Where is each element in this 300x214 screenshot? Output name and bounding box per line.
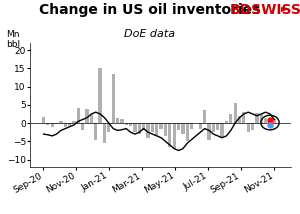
Bar	[247, 123, 250, 132]
Bar	[138, 123, 141, 134]
Text: ►: ►	[280, 3, 288, 13]
Bar	[42, 117, 45, 123]
Bar	[251, 123, 254, 130]
Bar	[212, 123, 215, 132]
Bar	[238, 116, 241, 123]
Bar	[168, 123, 171, 147]
Bar	[94, 123, 98, 140]
Bar	[116, 118, 119, 123]
Bar	[233, 103, 237, 123]
Text: bbl: bbl	[7, 40, 21, 49]
Bar	[172, 123, 176, 149]
Text: Change in US oil inventories: Change in US oil inventories	[39, 3, 260, 17]
Bar	[98, 68, 102, 123]
Bar	[229, 114, 233, 123]
Bar	[151, 123, 154, 132]
Bar	[107, 123, 110, 132]
Bar	[181, 123, 184, 134]
Bar	[177, 123, 180, 130]
Bar	[142, 123, 145, 130]
Bar	[55, 123, 58, 124]
Text: Mn: Mn	[7, 30, 20, 39]
Bar	[85, 109, 89, 123]
Bar	[160, 123, 163, 129]
Bar	[225, 121, 228, 123]
Bar	[216, 123, 219, 130]
Bar	[190, 123, 193, 129]
Bar	[72, 121, 76, 123]
Bar	[68, 123, 71, 126]
Bar	[129, 123, 132, 126]
Bar	[51, 123, 54, 128]
Bar	[155, 123, 158, 136]
Bar	[124, 123, 128, 125]
Text: BDSWISS: BDSWISS	[230, 3, 300, 17]
Bar	[164, 123, 167, 136]
Bar	[186, 123, 189, 141]
Bar	[146, 123, 150, 138]
Bar	[133, 123, 136, 132]
Bar	[260, 114, 263, 123]
Bar	[59, 121, 63, 123]
Bar	[203, 110, 206, 123]
Bar	[268, 121, 272, 123]
Text: DoE data: DoE data	[124, 29, 176, 39]
Bar	[64, 123, 67, 127]
Bar	[120, 119, 124, 123]
Bar	[220, 123, 224, 138]
Bar	[77, 108, 80, 123]
Bar	[90, 114, 93, 123]
Bar	[255, 113, 259, 123]
Bar	[81, 123, 84, 130]
Bar	[46, 123, 50, 125]
Bar	[112, 74, 115, 123]
Bar	[199, 123, 202, 129]
Bar	[273, 119, 276, 123]
Bar	[242, 112, 245, 123]
Bar	[264, 118, 267, 123]
Bar	[207, 123, 211, 140]
Bar	[103, 123, 106, 143]
